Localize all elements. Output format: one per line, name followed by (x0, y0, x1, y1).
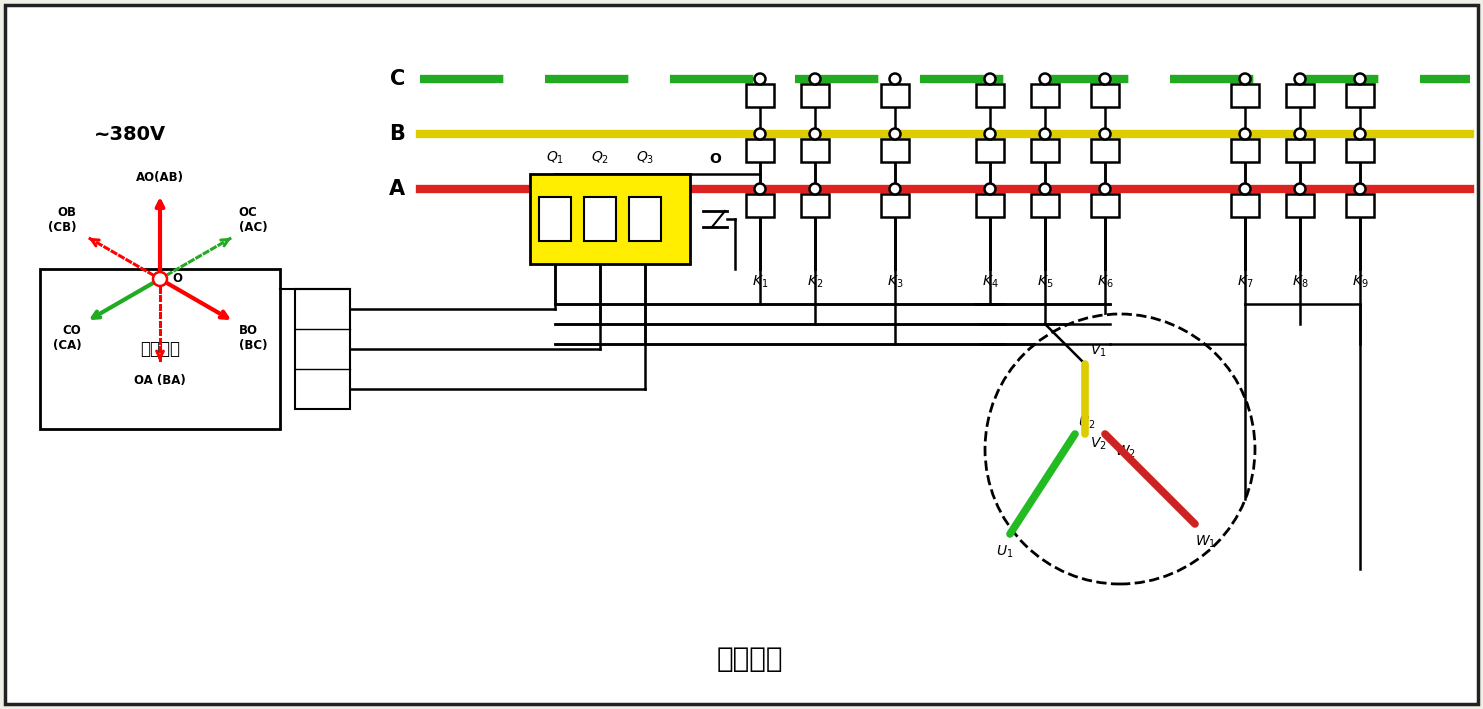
Circle shape (755, 74, 765, 84)
Circle shape (985, 74, 995, 84)
Bar (801, 194, 829, 216)
Bar (881, 194, 909, 216)
Bar (1231, 140, 1259, 162)
Bar (1231, 194, 1259, 216)
Bar (1031, 140, 1059, 162)
Circle shape (1295, 128, 1305, 140)
Circle shape (810, 128, 820, 140)
Bar (538, 197, 571, 241)
Circle shape (1099, 128, 1111, 140)
Text: 『图１』: 『图１』 (716, 645, 783, 673)
Text: $Q_3$: $Q_3$ (636, 150, 654, 166)
Text: $V_2$: $V_2$ (1090, 436, 1106, 452)
Bar (801, 140, 829, 162)
Text: $K_8$: $K_8$ (1292, 274, 1308, 291)
Text: ~380V: ~380V (93, 125, 166, 143)
Circle shape (1295, 74, 1305, 84)
Circle shape (985, 184, 995, 194)
Text: $W_1$: $W_1$ (1194, 534, 1216, 550)
Text: $Q_1$: $Q_1$ (546, 150, 564, 166)
Bar (1091, 194, 1120, 216)
Circle shape (1040, 74, 1050, 84)
Text: $K_1$: $K_1$ (752, 274, 768, 291)
Circle shape (890, 128, 900, 140)
Text: $U_1$: $U_1$ (997, 544, 1014, 560)
Text: $K_4$: $K_4$ (982, 274, 998, 291)
Text: $K_5$: $K_5$ (1037, 274, 1053, 291)
Text: $U_2$: $U_2$ (1078, 415, 1096, 431)
Bar (1231, 84, 1259, 106)
Circle shape (1240, 184, 1250, 194)
Text: $W_2$: $W_2$ (1115, 444, 1136, 460)
Bar (1286, 194, 1314, 216)
Circle shape (755, 184, 765, 194)
Circle shape (755, 128, 765, 140)
Text: OC
(AC): OC (AC) (239, 206, 267, 233)
Text: OA (BA): OA (BA) (133, 374, 185, 387)
Circle shape (1354, 184, 1366, 194)
Bar (584, 197, 615, 241)
Circle shape (810, 184, 820, 194)
Circle shape (985, 314, 1255, 584)
Text: $V_1$: $V_1$ (1090, 342, 1106, 359)
Text: $K_7$: $K_7$ (1237, 274, 1253, 291)
Circle shape (153, 272, 168, 286)
Circle shape (1040, 128, 1050, 140)
Bar (40, 269, 280, 429)
Circle shape (1240, 128, 1250, 140)
Circle shape (1040, 184, 1050, 194)
Text: $K_2$: $K_2$ (807, 274, 823, 291)
Circle shape (985, 128, 995, 140)
Text: $K_6$: $K_6$ (1097, 274, 1114, 291)
Circle shape (1354, 74, 1366, 84)
Text: OB
(CB): OB (CB) (47, 206, 77, 233)
Text: B: B (389, 124, 405, 144)
Text: BO
(BC): BO (BC) (239, 325, 267, 352)
Bar (746, 84, 774, 106)
Bar (1091, 140, 1120, 162)
Bar (295, 289, 350, 409)
Text: C: C (390, 69, 405, 89)
Bar (1347, 84, 1375, 106)
Text: AO(AB): AO(AB) (136, 171, 184, 184)
Bar (881, 84, 909, 106)
Circle shape (810, 74, 820, 84)
Text: A: A (389, 179, 405, 199)
Text: 控制装置: 控制装置 (139, 340, 179, 358)
Bar (976, 140, 1004, 162)
Bar (976, 194, 1004, 216)
Bar (1091, 84, 1120, 106)
Text: CO
(CA): CO (CA) (53, 325, 82, 352)
Text: $K_3$: $K_3$ (887, 274, 903, 291)
Bar (1286, 84, 1314, 106)
Bar (746, 140, 774, 162)
Circle shape (1354, 128, 1366, 140)
Text: $Q_2$: $Q_2$ (590, 150, 610, 166)
Bar (1031, 84, 1059, 106)
Circle shape (890, 74, 900, 84)
Bar (1031, 194, 1059, 216)
Circle shape (1295, 184, 1305, 194)
Bar (1347, 194, 1375, 216)
Text: O: O (709, 152, 721, 166)
Circle shape (890, 184, 900, 194)
Circle shape (1240, 74, 1250, 84)
Bar (881, 140, 909, 162)
Bar (801, 84, 829, 106)
Bar (976, 84, 1004, 106)
Circle shape (1099, 184, 1111, 194)
Bar (1286, 140, 1314, 162)
Bar (629, 197, 661, 241)
Bar (746, 194, 774, 216)
Text: $K_9$: $K_9$ (1351, 274, 1369, 291)
Bar (1347, 140, 1375, 162)
Text: O: O (172, 272, 182, 286)
Bar (529, 174, 690, 264)
Circle shape (1099, 74, 1111, 84)
